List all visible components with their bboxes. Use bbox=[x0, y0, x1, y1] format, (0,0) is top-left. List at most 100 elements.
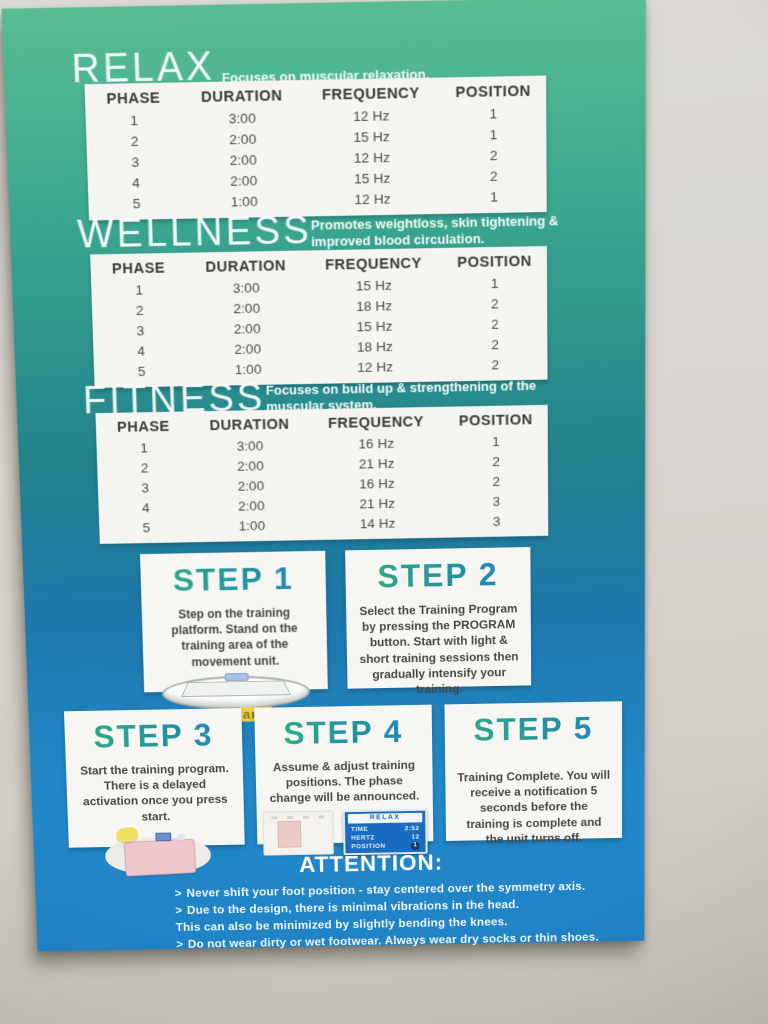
cell: 2:00 bbox=[238, 498, 265, 514]
steps-row-1: STEP 1 Step on the training platform. St… bbox=[139, 547, 532, 722]
cell: 15 Hz bbox=[356, 318, 393, 335]
cell: 2 bbox=[135, 302, 144, 319]
training-poster: RELAX Focuses on muscular relaxation. PH… bbox=[1, 0, 646, 954]
cell: 2:00 bbox=[230, 172, 258, 189]
cell: 21 Hz bbox=[359, 495, 395, 512]
col-header: DURATION bbox=[205, 258, 287, 276]
cell: 1 bbox=[139, 440, 148, 456]
program-table-wellness: PHASE DURATION FREQUENCY POSITION 1 3:00… bbox=[90, 245, 548, 388]
step-4-text: Assume & adjust training positions. The … bbox=[269, 758, 420, 806]
cell: 3 bbox=[141, 480, 150, 496]
cell: 16 Hz bbox=[358, 435, 395, 452]
program-title-wellness: WELLNESS bbox=[76, 209, 313, 257]
step-4-graphics: RELAX TIME 2:52 HERTZ 12 POSITION 1 bbox=[257, 808, 434, 856]
cell: 12 Hz bbox=[354, 191, 391, 208]
cell: 5 bbox=[142, 520, 151, 536]
step-5-title: STEP 5 bbox=[445, 710, 622, 749]
display-label: HERTZ bbox=[351, 834, 375, 842]
cell: 15 Hz bbox=[355, 277, 392, 294]
cell: 12 Hz bbox=[353, 149, 390, 166]
col-header: DURATION bbox=[200, 87, 283, 107]
cell: 2 bbox=[489, 147, 498, 164]
cell: 2 bbox=[491, 336, 499, 353]
cell: 15 Hz bbox=[353, 128, 390, 146]
cell: 12 Hz bbox=[357, 359, 394, 375]
cell: 2:00 bbox=[233, 300, 261, 317]
bullet-marker: > bbox=[176, 937, 184, 951]
tick-mark bbox=[271, 816, 278, 820]
cell: 2:00 bbox=[237, 458, 264, 474]
tick-mark bbox=[318, 815, 325, 819]
step-1-card: STEP 1 Step on the training platform. St… bbox=[139, 550, 328, 722]
step-3-text: Start the training program. There is a d… bbox=[79, 761, 229, 824]
program-table-fitness: PHASE DURATION FREQUENCY POSITION 1 3:00… bbox=[95, 404, 549, 544]
remote-chip2-shape bbox=[176, 833, 185, 840]
tick-mark bbox=[302, 815, 309, 819]
col-header: POSITION bbox=[458, 412, 533, 430]
cell: 2:00 bbox=[237, 478, 265, 494]
col-header: POSITION bbox=[455, 83, 531, 102]
step-2-title: STEP 2 bbox=[345, 556, 530, 596]
cell: 2:00 bbox=[229, 131, 257, 148]
platform-display-shape bbox=[224, 672, 249, 681]
cell: 4 bbox=[131, 175, 141, 191]
step-5-text: Training Complete. You will receive a no… bbox=[457, 768, 611, 846]
cell: 2 bbox=[492, 473, 501, 490]
cell: 2 bbox=[130, 133, 139, 150]
step-4-card: STEP 4 Assume & adjust training position… bbox=[254, 704, 434, 856]
cell: 3 bbox=[131, 154, 140, 170]
cell: 3:00 bbox=[232, 280, 260, 296]
cell: 18 Hz bbox=[356, 298, 393, 315]
display-value: 12 bbox=[411, 833, 420, 841]
cell: 2:00 bbox=[229, 152, 257, 169]
col-header: FREQUENCY bbox=[324, 255, 423, 274]
step-2-card: STEP 2 Select the Training Program by pr… bbox=[345, 547, 532, 696]
cell: 3 bbox=[492, 513, 501, 529]
cell: 1 bbox=[490, 275, 499, 292]
attention-section: ATTENTION: > Never shift your foot posit… bbox=[88, 846, 625, 954]
bullet-marker: > bbox=[175, 903, 183, 917]
program-subtitle-wellness: Promotes weightloss, skin tightening & i… bbox=[310, 212, 559, 250]
cell: 3 bbox=[136, 323, 145, 339]
cell: 2 bbox=[491, 357, 500, 373]
col-header: PHASE bbox=[111, 260, 166, 278]
cell: 1 bbox=[135, 282, 144, 298]
step-4-title: STEP 4 bbox=[254, 713, 432, 752]
col-header: PHASE bbox=[116, 418, 170, 436]
cell: 3:00 bbox=[236, 438, 264, 454]
cell: 2 bbox=[490, 296, 499, 312]
step-2-text: Select the Training Program by pressing … bbox=[359, 601, 519, 697]
attention-list: > Never shift your foot position - stay … bbox=[89, 877, 625, 954]
cell: 16 Hz bbox=[359, 475, 395, 492]
col-header: PHASE bbox=[106, 90, 161, 108]
cell: 14 Hz bbox=[359, 515, 396, 532]
cell: 4 bbox=[137, 343, 146, 359]
cell: 2 bbox=[491, 316, 499, 332]
cell: 21 Hz bbox=[358, 455, 395, 472]
cell: 1 bbox=[129, 112, 139, 129]
control-display-icon: RELAX TIME 2:52 HERTZ 12 POSITION 1 bbox=[342, 808, 428, 855]
cell: 15 Hz bbox=[354, 170, 391, 187]
display-program-name: RELAX bbox=[347, 812, 423, 824]
display-label: POSITION bbox=[351, 842, 386, 850]
step-1-text: Step on the training platform. Stand on … bbox=[171, 605, 298, 669]
step-5-card: STEP 5 Training Complete. You will recei… bbox=[444, 701, 623, 846]
cell: 1 bbox=[492, 433, 500, 450]
step-3-title: STEP 3 bbox=[64, 717, 242, 756]
cell: 1 bbox=[489, 126, 498, 143]
remote-chip-shape bbox=[155, 832, 172, 842]
col-header: FREQUENCY bbox=[327, 414, 425, 433]
cell: 3 bbox=[492, 493, 501, 509]
cell: 18 Hz bbox=[356, 338, 393, 355]
cell: 1 bbox=[489, 105, 498, 122]
step-3-card: STEP 3 Start the training program. There… bbox=[63, 708, 245, 877]
position-square-shape bbox=[277, 820, 302, 848]
bullet-marker: > bbox=[174, 886, 182, 900]
col-header: FREQUENCY bbox=[321, 85, 420, 104]
step-1-title: STEP 1 bbox=[140, 560, 326, 600]
col-header: DURATION bbox=[209, 416, 290, 435]
display-label: TIME bbox=[350, 825, 369, 833]
platform-deck-shape bbox=[181, 680, 292, 697]
cell: 2 bbox=[140, 460, 149, 476]
cell: 1 bbox=[490, 189, 498, 205]
